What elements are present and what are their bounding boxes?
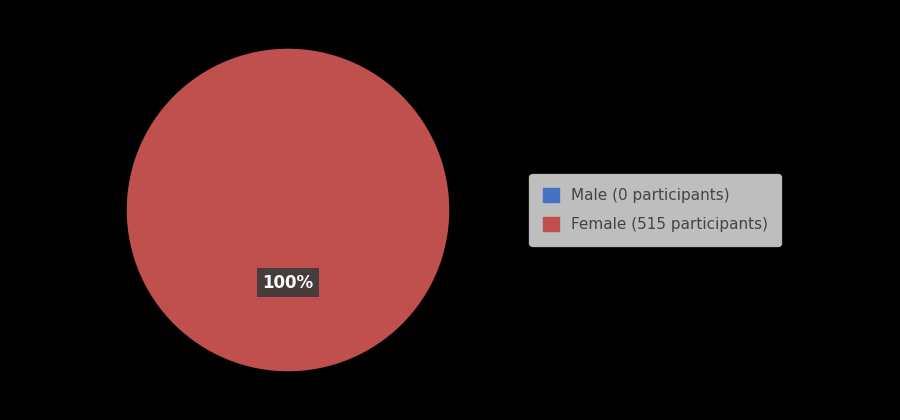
- Legend: Male (0 participants), Female (515 participants): Male (0 participants), Female (515 parti…: [529, 174, 781, 246]
- Text: 100%: 100%: [263, 273, 313, 291]
- Wedge shape: [127, 49, 449, 371]
